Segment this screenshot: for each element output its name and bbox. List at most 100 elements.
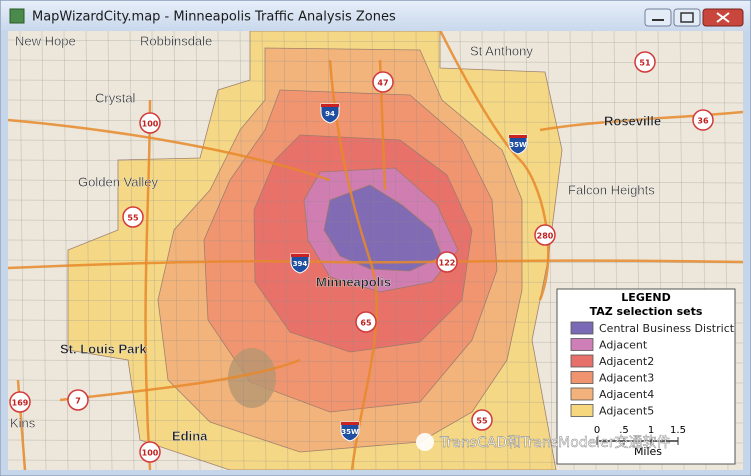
route-shield (436, 251, 458, 273)
street (8, 99, 743, 104)
window-controls (644, 8, 744, 27)
place-label: St. Louis Park (60, 341, 147, 356)
maximize-icon (680, 12, 694, 23)
legend-swatch (570, 404, 594, 417)
legend-swatch (570, 321, 594, 335)
app-icon (9, 8, 25, 24)
street (151, 31, 157, 470)
street (195, 31, 201, 470)
scale-tick-label: .5 (619, 425, 629, 436)
street (481, 31, 487, 470)
place-label: Edina (172, 428, 208, 443)
street (459, 31, 465, 470)
legend-label: Adjacent3 (599, 372, 654, 385)
scale-bar: 0 .5 1 1.5 (594, 425, 686, 445)
legend-swatch (570, 387, 594, 401)
interstate-shield (340, 421, 360, 442)
street (8, 239, 743, 244)
place-label: St Anthony (470, 43, 533, 58)
route-label: 47 (377, 79, 388, 88)
street (217, 31, 223, 470)
scale-tick-label: 0 (594, 425, 600, 436)
street (63, 31, 69, 470)
route-shield (139, 441, 161, 463)
legend-label: Central Business District (599, 322, 735, 335)
street (503, 31, 509, 470)
route-shield (139, 112, 161, 134)
window-title: MapWizardCity.map - Minneapolis Traffic … (32, 10, 396, 25)
route-shield (372, 71, 394, 93)
place-label: Robbinsdale (140, 33, 212, 48)
route-shield (355, 311, 377, 333)
street (41, 31, 47, 470)
watermark: TransCAD和TransModeler交通软件 (416, 433, 671, 451)
place-label: New Hope (15, 33, 76, 48)
highway (328, 59, 378, 470)
title-bar (1, 1, 750, 31)
route-label: 280 (537, 232, 554, 241)
legend-label: Adjacent (599, 339, 648, 352)
street (8, 139, 743, 144)
watermark-text: TransCAD和TransModeler交通软件 (439, 434, 671, 451)
highway (144, 99, 152, 470)
highway (8, 259, 743, 270)
highway (8, 118, 331, 182)
place-label: Golden Valley (78, 174, 158, 189)
highway (59, 358, 301, 402)
street (393, 31, 399, 470)
street (173, 31, 179, 470)
street (349, 31, 355, 470)
place-label: Roseville (604, 113, 661, 128)
legend-subtitle: TAZ selection sets (590, 305, 703, 318)
minimize-button[interactable] (644, 8, 672, 27)
route-shield (67, 389, 89, 411)
street (107, 31, 113, 470)
interstate-label: 94 (325, 110, 335, 118)
interstate-band (321, 104, 339, 107)
route-shield (692, 109, 714, 131)
route-label: 122 (439, 259, 456, 268)
interstate-shield (508, 134, 528, 155)
street (8, 39, 743, 44)
route-label: 65 (360, 319, 372, 328)
route-shield (471, 409, 493, 431)
interstate-shield (290, 253, 310, 274)
interstate-label: 35W (341, 428, 359, 436)
street (371, 31, 377, 470)
legend: LEGEND TAZ selection sets Central Busine… (556, 288, 736, 465)
interstate-label: 35W (509, 141, 527, 149)
street (8, 59, 743, 64)
map-view[interactable]: New Hope Robbinsdale St Anthony Crystal Rose… (8, 30, 743, 470)
interstate-band (509, 135, 527, 138)
legend-swatch (570, 338, 594, 351)
highway (539, 110, 743, 132)
street (239, 31, 245, 470)
legend-label: Adjacent5 (599, 405, 654, 418)
maximize-button[interactable] (673, 8, 701, 27)
street (547, 31, 553, 470)
highway (439, 31, 550, 301)
watermark-icon (416, 433, 434, 451)
street (283, 31, 289, 470)
scale-tick-label: 1 (648, 425, 654, 436)
route-shield (122, 206, 144, 228)
interstate-band (341, 422, 359, 425)
route-label: 7 (75, 397, 81, 406)
route-shield (634, 51, 656, 73)
route-label: 55 (127, 214, 139, 223)
legend-label: Adjacent4 (599, 388, 654, 401)
street (437, 31, 443, 470)
route-shield (9, 391, 31, 413)
legend-swatch (570, 354, 594, 368)
street (415, 31, 421, 470)
legend-items: Central Business District Adjacent Adjacen… (570, 321, 735, 418)
scale-tick-label: 1.5 (670, 425, 686, 436)
route-shield (534, 224, 556, 246)
legend-label: Adjacent2 (599, 355, 654, 368)
scale-unit: Miles (634, 445, 662, 458)
place-label: Crystal (95, 90, 136, 105)
street (8, 159, 743, 164)
route-label: 55 (476, 417, 488, 426)
street (261, 31, 267, 470)
